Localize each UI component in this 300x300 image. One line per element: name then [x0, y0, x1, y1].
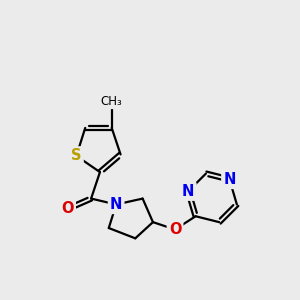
Text: S: S — [71, 148, 82, 164]
Text: N: N — [110, 197, 122, 212]
Text: CH₃: CH₃ — [101, 95, 123, 108]
Text: O: O — [169, 222, 181, 237]
Text: N: N — [223, 172, 236, 187]
Text: N: N — [182, 184, 194, 199]
Text: O: O — [61, 201, 74, 216]
